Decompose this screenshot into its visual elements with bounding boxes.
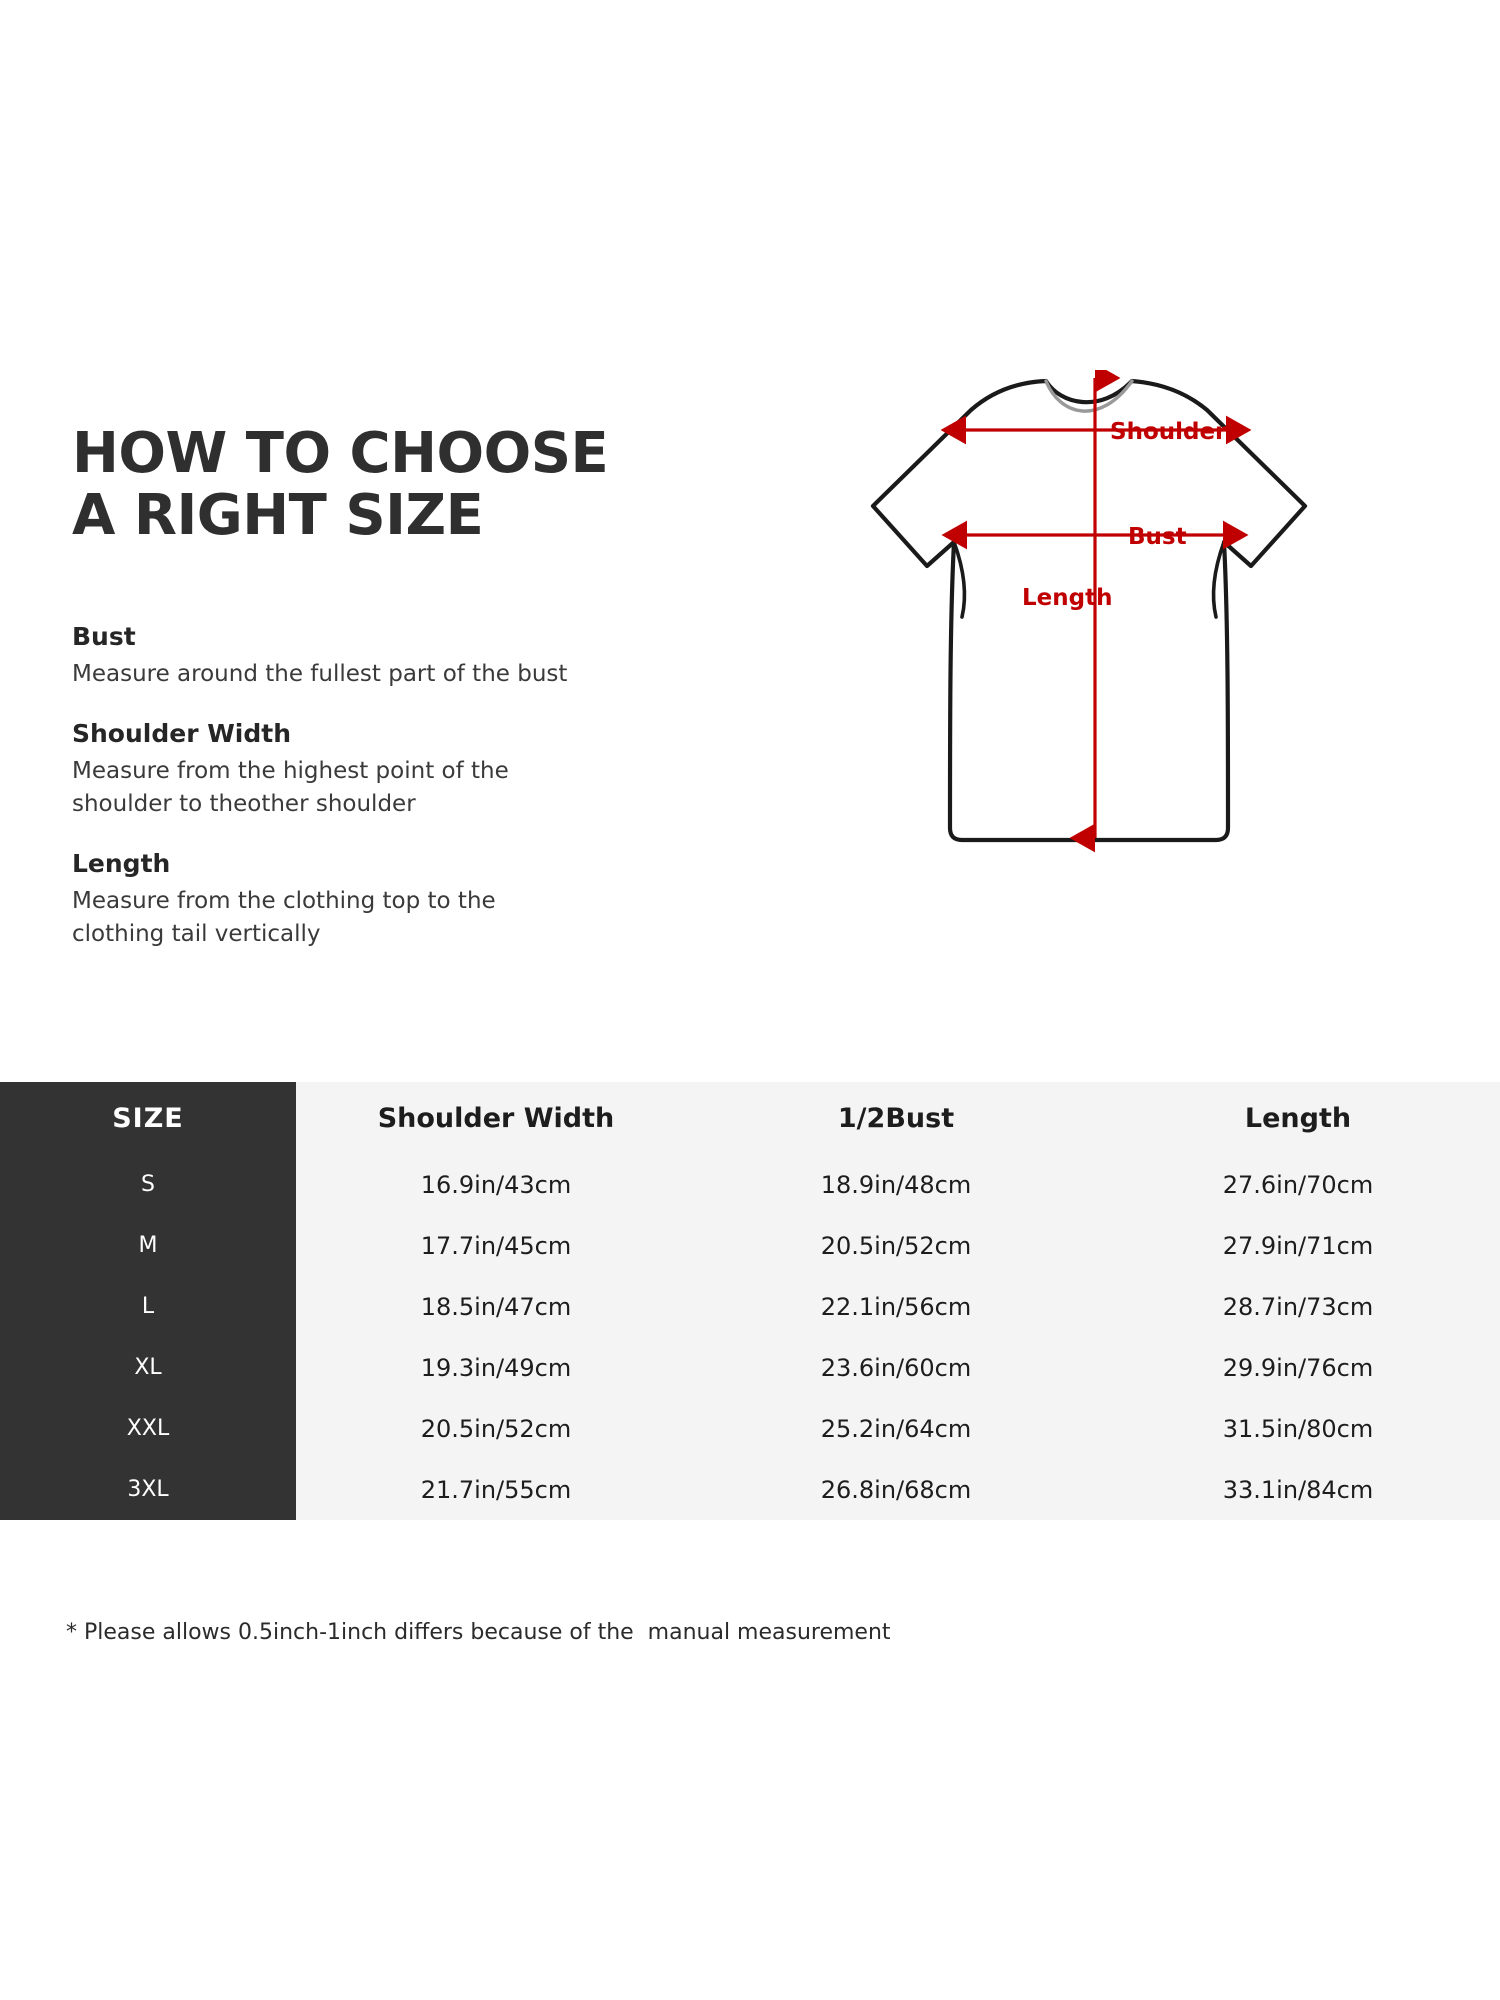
size-chart-header: SIZE Shoulder Width 1/2Bust Length — [0, 1082, 1500, 1154]
cell-size: S — [0, 1154, 296, 1215]
cell-length: 33.1in/84cm — [1096, 1459, 1500, 1520]
table-row: XXL 20.5in/52cm 25.2in/64cm 31.5in/80cm — [0, 1398, 1500, 1459]
measurement-length-description: Measure from the clothing top to the clo… — [72, 888, 496, 947]
measurement-bust-description: Measure around the fullest part of the b… — [72, 661, 568, 687]
cell-shoulder-width: 21.7in/55cm — [296, 1459, 696, 1520]
tshirt-collar-path — [1044, 379, 1134, 413]
table-row: M 17.7in/45cm 20.5in/52cm 27.9in/71cm — [0, 1215, 1500, 1276]
tshirt-outline-group — [870, 378, 1308, 843]
column-header-shoulder-width: Shoulder Width — [296, 1082, 696, 1154]
page-title-line-1: HOW TO CHOOSE — [72, 420, 609, 486]
tshirt-right-sleeve-seam — [1211, 540, 1226, 619]
measurement-bust: Bust Measure around the fullest part of … — [72, 620, 652, 691]
length-label: Length — [1022, 585, 1112, 611]
tshirt-diagram: Shoulder Bust Length — [760, 370, 1380, 1010]
cell-size: XXL — [0, 1398, 296, 1459]
page-title-line-2: A RIGHT SIZE — [72, 482, 484, 548]
size-chart-table: SIZE Shoulder Width 1/2Bust Length S 16.… — [0, 1082, 1500, 1520]
measurement-shoulder-width-term: Shoulder Width — [72, 719, 292, 748]
measurement-disclaimer: * Please allows 0.5inch-1inch differs be… — [66, 1620, 891, 1645]
column-header-length: Length — [1096, 1082, 1500, 1154]
cell-half-bust: 23.6in/60cm — [696, 1337, 1096, 1398]
measurement-definitions: Bust Measure around the fullest part of … — [72, 620, 652, 977]
measurement-shoulder-width: Shoulder Width Measure from the highest … — [72, 717, 652, 821]
cell-length: 28.7in/73cm — [1096, 1276, 1500, 1337]
cell-half-bust: 20.5in/52cm — [696, 1215, 1096, 1276]
column-header-half-bust: 1/2Bust — [696, 1082, 1096, 1154]
cell-size: XL — [0, 1337, 296, 1398]
cell-shoulder-width: 18.5in/47cm — [296, 1276, 696, 1337]
cell-shoulder-width: 16.9in/43cm — [296, 1154, 696, 1215]
cell-half-bust: 25.2in/64cm — [696, 1398, 1096, 1459]
table-row: S 16.9in/43cm 18.9in/48cm 27.6in/70cm — [0, 1154, 1500, 1215]
bust-label: Bust — [1128, 524, 1187, 550]
measurement-shoulder-width-description: Measure from the highest point of the sh… — [72, 758, 509, 817]
cell-length: 27.6in/70cm — [1096, 1154, 1500, 1215]
cell-size: L — [0, 1276, 296, 1337]
column-header-size: SIZE — [0, 1082, 296, 1154]
size-chart-body: S 16.9in/43cm 18.9in/48cm 27.6in/70cm M … — [0, 1154, 1500, 1520]
cell-length: 31.5in/80cm — [1096, 1398, 1500, 1459]
cell-size: M — [0, 1215, 296, 1276]
cell-length: 27.9in/71cm — [1096, 1215, 1500, 1276]
table-row: 3XL 21.7in/55cm 26.8in/68cm 33.1in/84cm — [0, 1459, 1500, 1520]
page-title: HOW TO CHOOSE A RIGHT SIZE — [72, 420, 692, 548]
table-row: XL 19.3in/49cm 23.6in/60cm 29.9in/76cm — [0, 1337, 1500, 1398]
cell-shoulder-width: 17.7in/45cm — [296, 1215, 696, 1276]
measurement-bust-term: Bust — [72, 622, 136, 651]
tshirt-body-path — [870, 378, 1308, 843]
tshirt-left-sleeve-seam — [952, 540, 967, 619]
cell-half-bust: 18.9in/48cm — [696, 1154, 1096, 1215]
measurement-annotations — [940, 370, 1252, 853]
intro-section: HOW TO CHOOSE A RIGHT SIZE Bust Measure … — [72, 370, 1380, 1010]
table-header-row: SIZE Shoulder Width 1/2Bust Length — [0, 1082, 1500, 1154]
measurement-length: Length Measure from the clothing top to … — [72, 847, 652, 951]
cell-half-bust: 22.1in/56cm — [696, 1276, 1096, 1337]
tshirt-svg: Shoulder Bust Length — [870, 370, 1308, 853]
table-row: L 18.5in/47cm 22.1in/56cm 28.7in/73cm — [0, 1276, 1500, 1337]
cell-half-bust: 26.8in/68cm — [696, 1459, 1096, 1520]
cell-length: 29.9in/76cm — [1096, 1337, 1500, 1398]
cell-shoulder-width: 20.5in/52cm — [296, 1398, 696, 1459]
cell-shoulder-width: 19.3in/49cm — [296, 1337, 696, 1398]
shoulder-label: Shoulder — [1110, 419, 1227, 445]
cell-size: 3XL — [0, 1459, 296, 1520]
measurement-length-term: Length — [72, 849, 171, 878]
